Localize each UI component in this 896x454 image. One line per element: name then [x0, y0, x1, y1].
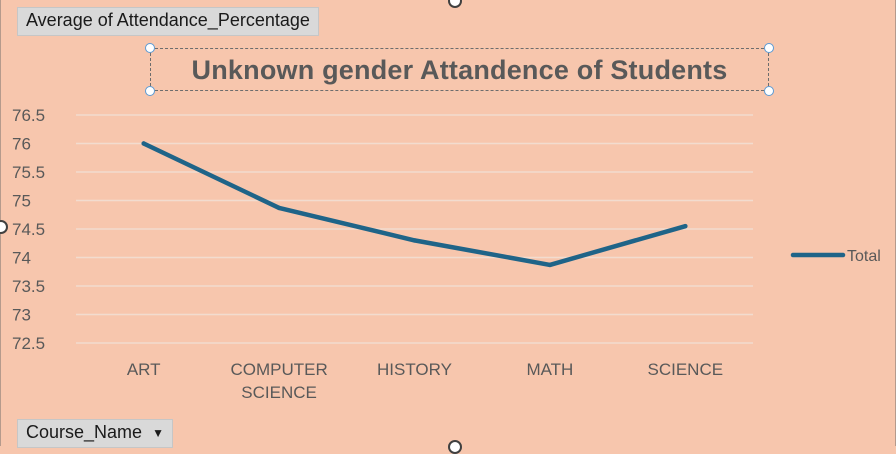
- chevron-down-icon[interactable]: ▼: [152, 426, 164, 441]
- x-category-label: MATH: [526, 360, 573, 379]
- y-tick-label: 75: [12, 192, 31, 211]
- data-point[interactable]: [547, 262, 553, 268]
- series-layer: [141, 141, 688, 268]
- x-category-label: SCIENCE: [648, 360, 724, 379]
- x-category-label: HISTORY: [377, 360, 452, 379]
- y-tick-label: 74.5: [12, 220, 45, 239]
- resize-handle-top-right[interactable]: [764, 43, 774, 53]
- gridlines: [76, 114, 753, 344]
- y-tick-label: 74: [12, 249, 31, 268]
- series-line-total[interactable]: [141, 141, 688, 268]
- resize-handle-bottom-left[interactable]: [145, 86, 155, 96]
- x-category-label: SCIENCE: [241, 383, 317, 402]
- chart-resize-handle-top[interactable]: [448, 0, 462, 8]
- data-point[interactable]: [276, 205, 282, 211]
- chart-title: Unknown gender Attandence of Students: [191, 55, 728, 85]
- y-axis-ticks: 76.5 76 75.5 75 74.5 74 73.5 73 72.5: [12, 106, 45, 353]
- x-axis-categories: ART COMPUTER SCIENCE HISTORY MATH SCIENCE: [127, 360, 723, 402]
- y-tick-label: 75.5: [12, 163, 45, 182]
- chart-title-box[interactable]: Unknown gender Attandence of Students: [145, 43, 774, 96]
- x-category-label: ART: [127, 360, 161, 379]
- y-tick-label: 72.5: [12, 334, 45, 353]
- resize-handle-bottom-right[interactable]: [764, 86, 774, 96]
- data-point[interactable]: [412, 238, 417, 243]
- y-tick-label: 76.5: [12, 106, 45, 125]
- y-tick-label: 76: [12, 135, 31, 154]
- legend-label: Total: [847, 248, 881, 265]
- resize-handle-top-left[interactable]: [145, 43, 155, 53]
- legend: Total: [790, 248, 881, 265]
- chart-resize-handle-left[interactable]: [0, 220, 8, 234]
- value-field-button[interactable]: Average of Attendance_Percentage: [17, 7, 319, 36]
- axis-field-button[interactable]: Course_Name ▼: [17, 419, 173, 448]
- data-point[interactable]: [683, 223, 688, 229]
- y-tick-label: 73: [12, 306, 31, 325]
- data-point[interactable]: [141, 141, 146, 146]
- axis-field-label: Course_Name: [26, 422, 143, 442]
- x-category-label: COMPUTER: [230, 360, 327, 379]
- chart-resize-handle-bottom[interactable]: [448, 440, 462, 454]
- y-tick-label: 73.5: [12, 277, 45, 296]
